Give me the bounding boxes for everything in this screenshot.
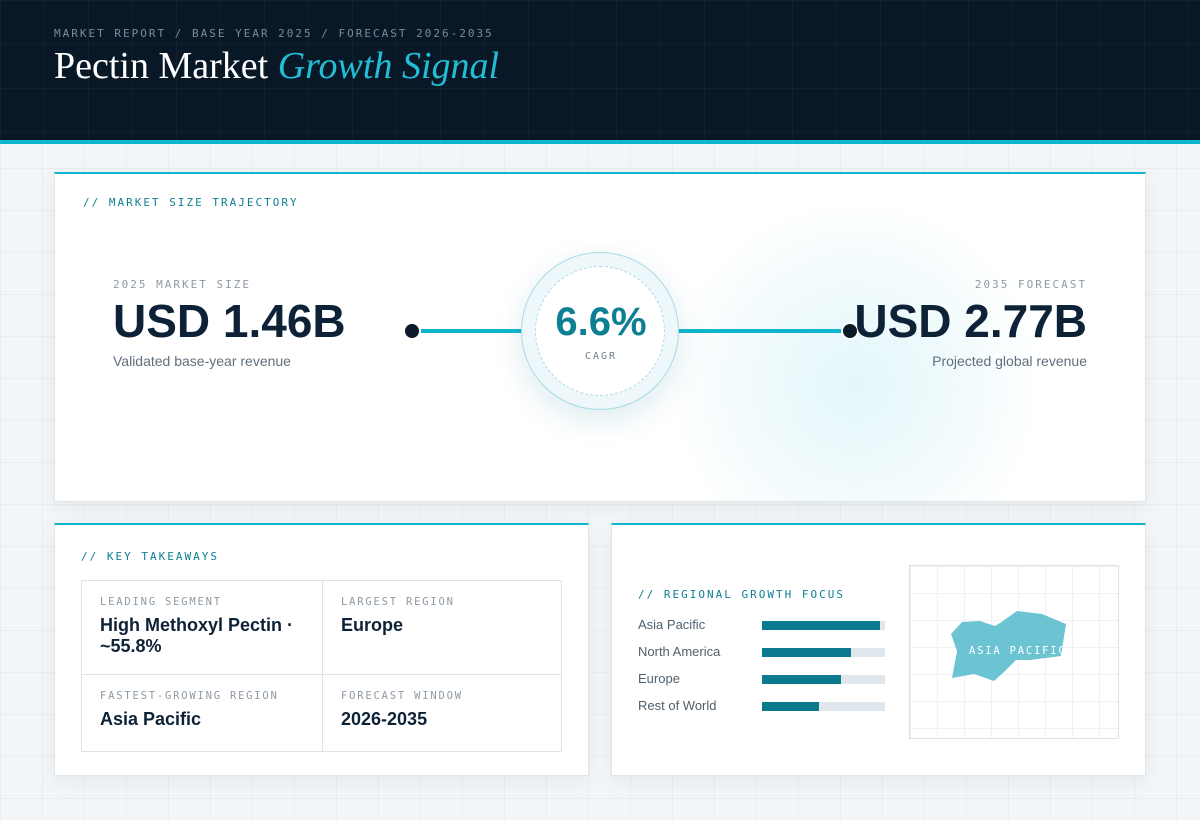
market-size-trajectory-card: // MARKET SIZE TRAJECTORY 2025 MARKET SI… bbox=[54, 172, 1146, 502]
region-bar-track bbox=[762, 621, 885, 630]
region-bar-track bbox=[762, 702, 885, 711]
key-takeaways-card: // KEY TAKEAWAYS LEADING SEGMENT High Me… bbox=[54, 523, 589, 776]
takeaway-cell: LEADING SEGMENT High Methoxyl Pectin · ~… bbox=[82, 581, 322, 674]
region-bar-fill bbox=[762, 621, 881, 630]
start-metric-description: Validated base-year revenue bbox=[113, 353, 291, 369]
region-map: ASIA PACIFIC bbox=[909, 565, 1119, 739]
page-title: Pectin Market Growth Signal bbox=[54, 44, 499, 88]
region-bar-fill bbox=[762, 702, 819, 711]
page-title-main: Pectin Market bbox=[54, 45, 269, 87]
breadcrumb: MARKET REPORT / BASE YEAR 2025 / FORECAS… bbox=[54, 27, 494, 40]
map-region-label: ASIA PACIFIC bbox=[969, 645, 1067, 657]
region-bar-row: Rest of World bbox=[638, 696, 888, 716]
region-bar-fill bbox=[762, 648, 851, 657]
trajectory-section-label: // MARKET SIZE TRAJECTORY bbox=[83, 196, 299, 209]
region-bar-track bbox=[762, 648, 885, 657]
takeaway-value: Asia Pacific bbox=[100, 709, 202, 729]
region-bar-fill bbox=[762, 675, 841, 684]
trajectory-line-right bbox=[663, 329, 843, 333]
end-metric-description: Projected global revenue bbox=[932, 353, 1087, 369]
region-bar-label: Europe bbox=[638, 671, 680, 686]
region-bar-label: Asia Pacific bbox=[638, 617, 706, 632]
takeaway-label: LARGEST REGION bbox=[341, 596, 455, 608]
cagr-label: CAGR bbox=[584, 351, 618, 362]
region-bar-track bbox=[762, 675, 885, 684]
takeaway-cell: FASTEST-GROWING REGION Asia Pacific bbox=[82, 674, 322, 751]
takeaways-grid: LEADING SEGMENT High Methoxyl Pectin · ~… bbox=[81, 580, 562, 752]
start-metric-label: 2025 MARKET SIZE bbox=[113, 278, 251, 291]
end-metric-value: USD 2.77B bbox=[854, 295, 1087, 347]
takeaway-value: High Methoxyl Pectin · ~55.8% bbox=[100, 615, 294, 656]
page-header: MARKET REPORT / BASE YEAR 2025 / FORECAS… bbox=[0, 0, 1200, 140]
cagr-badge-inner: 6.6% CAGR bbox=[535, 266, 665, 396]
start-metric-value: USD 1.46B bbox=[113, 295, 346, 347]
asia-pacific-shape bbox=[951, 611, 1066, 681]
region-bar-label: North America bbox=[638, 644, 721, 659]
header-accent-bar bbox=[0, 140, 1200, 144]
takeaway-label: FORECAST WINDOW bbox=[341, 690, 463, 702]
takeaway-label: LEADING SEGMENT bbox=[100, 596, 222, 608]
takeaway-value: Europe bbox=[341, 615, 404, 635]
trajectory-line-left bbox=[421, 329, 535, 333]
takeaway-value: 2026-2035 bbox=[341, 709, 428, 729]
page-title-accent: Growth Signal bbox=[277, 45, 500, 87]
cagr-value: 6.6% bbox=[555, 300, 647, 344]
regional-section-label: // REGIONAL GROWTH FOCUS bbox=[638, 588, 845, 601]
regional-growth-card: // REGIONAL GROWTH FOCUS Asia Pacific No… bbox=[611, 523, 1146, 776]
takeaway-cell: FORECAST WINDOW 2026-2035 bbox=[322, 674, 561, 751]
region-bar-row: Asia Pacific bbox=[638, 615, 888, 635]
cagr-badge: 6.6% CAGR bbox=[521, 252, 679, 410]
asia-pacific-map-icon bbox=[951, 611, 1066, 681]
region-bar-label: Rest of World bbox=[638, 698, 717, 713]
region-bar-row: North America bbox=[638, 642, 888, 662]
takeaway-label: FASTEST-GROWING REGION bbox=[100, 690, 279, 702]
end-metric-label: 2035 FORECAST bbox=[974, 278, 1087, 291]
takeaways-section-label: // KEY TAKEAWAYS bbox=[81, 550, 219, 563]
region-bar-row: Europe bbox=[638, 669, 888, 689]
takeaway-cell: LARGEST REGION Europe bbox=[322, 581, 561, 674]
end-point-marker bbox=[841, 322, 859, 340]
forecast-glow bbox=[665, 204, 1045, 501]
start-point-marker bbox=[403, 322, 421, 340]
